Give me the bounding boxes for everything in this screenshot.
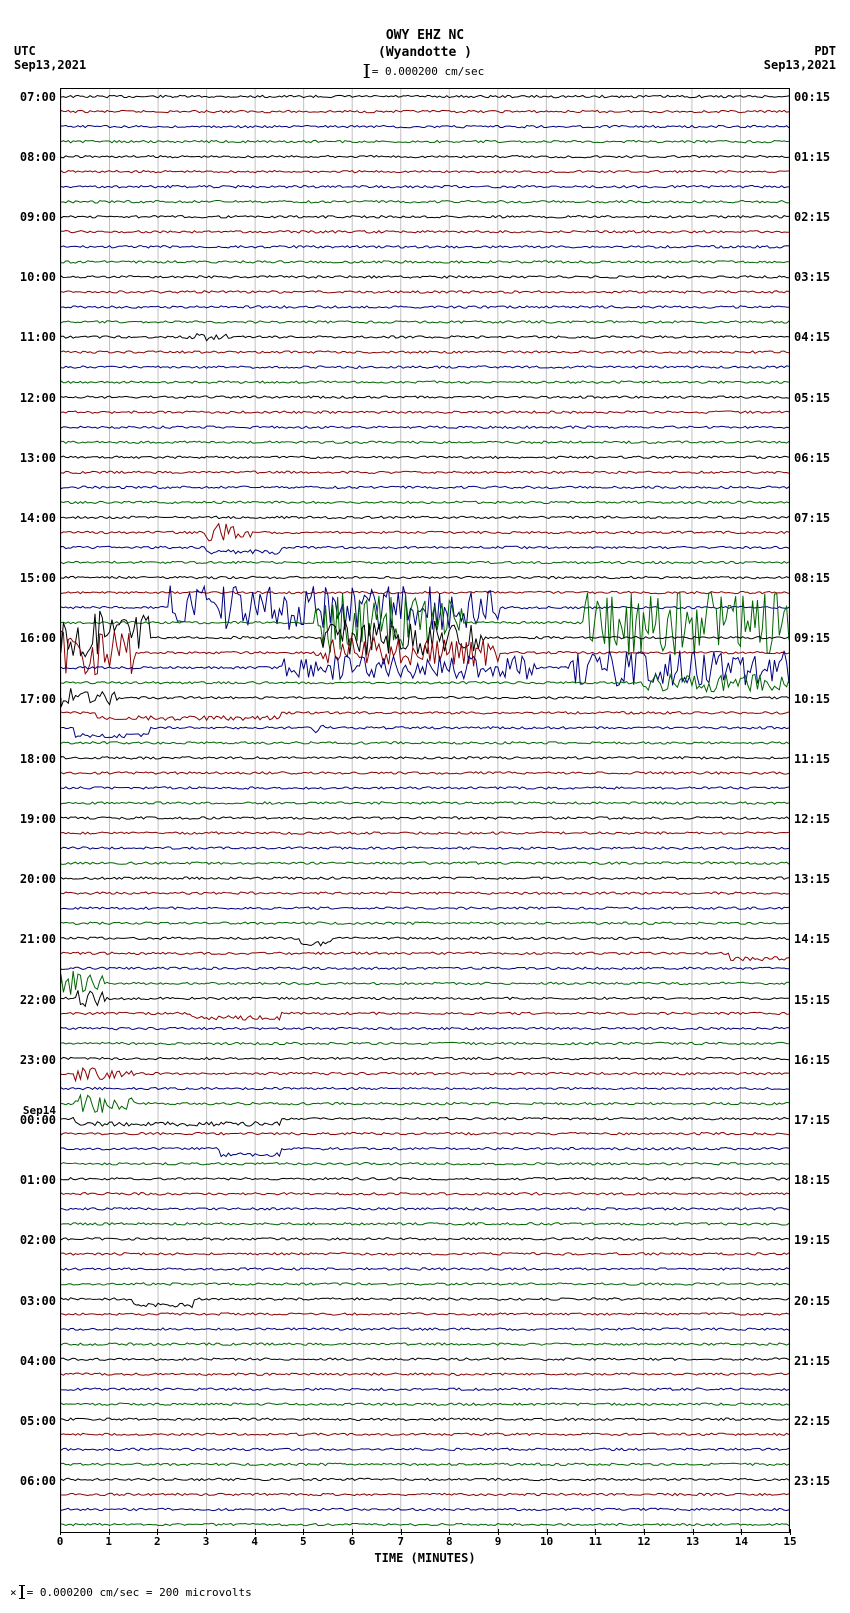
pdt-hour-label: 07:15	[794, 512, 830, 524]
seismogram-plot	[60, 88, 790, 1533]
footer-text: = 0.000200 cm/sec = 200 microvolts	[27, 1586, 252, 1599]
x-tick-label: 15	[783, 1535, 796, 1548]
utc-hour-label: 23:00	[20, 1054, 56, 1066]
pdt-hour-label: 04:15	[794, 331, 830, 343]
utc-hour-label: 02:00	[20, 1234, 56, 1246]
pdt-hour-label: 12:15	[794, 813, 830, 825]
pdt-hour-label: 21:15	[794, 1355, 830, 1367]
x-tick-label: 13	[686, 1535, 699, 1548]
pdt-hour-label: 00:15	[794, 91, 830, 103]
pdt-hour-label: 22:15	[794, 1415, 830, 1427]
pdt-hour-label: 17:15	[794, 1114, 830, 1126]
footer-scale: × = 0.000200 cm/sec = 200 microvolts	[10, 1585, 252, 1599]
utc-hour-label: 21:00	[20, 933, 56, 945]
utc-hour-label: 07:00	[20, 91, 56, 103]
pdt-hour-label: 16:15	[794, 1054, 830, 1066]
x-tick-label: 6	[349, 1535, 356, 1548]
tz-left-label: UTC	[14, 44, 86, 58]
x-tick-label: 3	[203, 1535, 210, 1548]
left-time-labels: 07:00 08:00 09:00 10:00 11:00 12:00 13:00 14:00…	[0, 88, 58, 1533]
pdt-hour-label: 06:15	[794, 452, 830, 464]
tz-left-date: Sep13,2021	[14, 58, 86, 72]
pdt-hour-label: 01:15	[794, 151, 830, 163]
x-tick-label: 0	[57, 1535, 64, 1548]
x-axis-title: TIME (MINUTES)	[0, 1551, 850, 1565]
scale-legend: = 0.000200 cm/sec	[366, 64, 485, 78]
utc-hour-label: 13:00	[20, 452, 56, 464]
seismogram-traces	[61, 89, 789, 1532]
utc-hour-label: 19:00	[20, 813, 56, 825]
x-tick-label: 8	[446, 1535, 453, 1548]
utc-hour-label: 01:00	[20, 1174, 56, 1186]
scale-bar-icon	[366, 64, 368, 78]
pdt-hour-label: 11:15	[794, 753, 830, 765]
pdt-hour-label: 05:15	[794, 392, 830, 404]
utc-hour-label: 11:00	[20, 331, 56, 343]
utc-hour-label: 16:00	[20, 632, 56, 644]
x-tick-label: 2	[154, 1535, 161, 1548]
tz-right-date: Sep13,2021	[764, 58, 836, 72]
x-tick-label: 14	[735, 1535, 748, 1548]
right-time-labels: 00:15 01:15 02:15 03:15 04:15 05:15 06:15 07:15…	[792, 88, 850, 1533]
utc-hour-label: 15:00	[20, 572, 56, 584]
pdt-hour-label: 23:15	[794, 1475, 830, 1487]
utc-hour-label: 06:00	[20, 1475, 56, 1487]
x-tick-label: 7	[397, 1535, 404, 1548]
x-tick-label: 10	[540, 1535, 553, 1548]
pdt-hour-label: 18:15	[794, 1174, 830, 1186]
pdt-hour-label: 15:15	[794, 994, 830, 1006]
utc-hour-label: 00:00	[20, 1114, 56, 1126]
pdt-hour-label: 10:15	[794, 693, 830, 705]
scale-text: = 0.000200 cm/sec	[372, 65, 485, 78]
utc-hour-label: 12:00	[20, 392, 56, 404]
x-tick-label: 12	[637, 1535, 650, 1548]
tz-right-label: PDT	[764, 44, 836, 58]
utc-hour-label: 05:00	[20, 1415, 56, 1427]
x-tick-label: 4	[251, 1535, 258, 1548]
pdt-hour-label: 13:15	[794, 873, 830, 885]
scale-bar-icon	[21, 1585, 23, 1599]
x-tick-label: 9	[495, 1535, 502, 1548]
x-tick-label: 5	[300, 1535, 307, 1548]
utc-hour-label: 20:00	[20, 873, 56, 885]
footer-prefix: ×	[10, 1586, 17, 1599]
utc-hour-label: 09:00	[20, 211, 56, 223]
pdt-hour-label: 14:15	[794, 933, 830, 945]
utc-hour-label: 17:00	[20, 693, 56, 705]
pdt-hour-label: 19:15	[794, 1234, 830, 1246]
utc-hour-label: 10:00	[20, 271, 56, 283]
utc-hour-label: 08:00	[20, 151, 56, 163]
utc-hour-label: 18:00	[20, 753, 56, 765]
pdt-hour-label: 09:15	[794, 632, 830, 644]
station-code: OWY EHZ NC	[0, 28, 850, 45]
utc-hour-label: 03:00	[20, 1295, 56, 1307]
pdt-hour-label: 02:15	[794, 211, 830, 223]
utc-hour-label: 04:00	[20, 1355, 56, 1367]
pdt-hour-label: 03:15	[794, 271, 830, 283]
pdt-hour-label: 20:15	[794, 1295, 830, 1307]
x-tick-label: 1	[105, 1535, 112, 1548]
utc-hour-label: 22:00	[20, 994, 56, 1006]
pdt-hour-label: 08:15	[794, 572, 830, 584]
station-location: (Wyandotte )	[0, 45, 850, 62]
utc-hour-label: 14:00	[20, 512, 56, 524]
x-tick-label: 11	[589, 1535, 602, 1548]
